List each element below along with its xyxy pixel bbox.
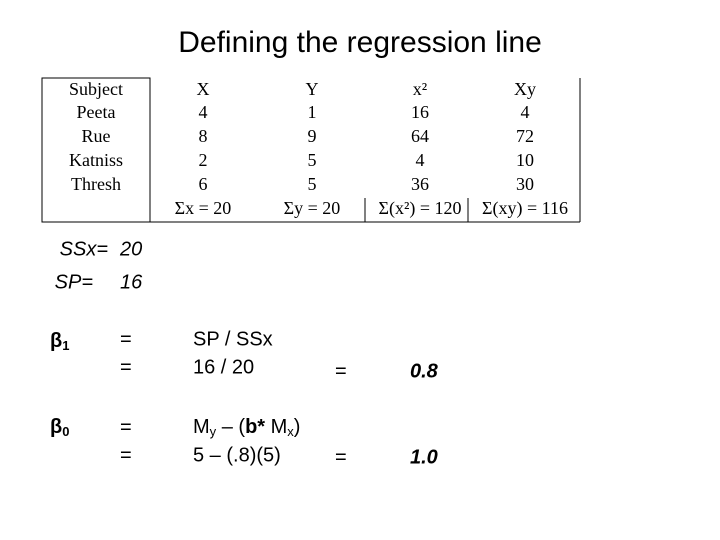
- equals: =: [335, 360, 347, 382]
- subject-column-box: [41, 77, 151, 223]
- cell: 1: [308, 102, 317, 122]
- sum-cell: Σ(xy) = 116: [482, 198, 568, 219]
- cell: 30: [516, 174, 534, 194]
- column-header: x²: [413, 79, 427, 99]
- cell: 8: [199, 126, 208, 146]
- substitution: 16 / 20: [193, 356, 254, 378]
- cell: 6: [199, 174, 208, 194]
- slide-title: Defining the regression line: [178, 26, 542, 59]
- cell: 5: [308, 150, 317, 170]
- formula-part: b*: [245, 416, 265, 438]
- column-header: X: [197, 79, 210, 99]
- subscript: 1: [62, 338, 69, 353]
- cell: 36: [411, 174, 429, 194]
- beta1-symbol: β1: [50, 330, 69, 353]
- cell: 2: [199, 150, 208, 170]
- sum-cell: Σx = 20: [175, 198, 232, 218]
- sp-value: 16: [120, 271, 143, 293]
- cell: 10: [516, 150, 534, 170]
- beta0-symbol: β0: [50, 416, 69, 439]
- row-label: Thresh: [71, 174, 121, 194]
- row-label: Katniss: [69, 150, 123, 170]
- column-header: Y: [306, 79, 319, 99]
- beta0: β0 = = My – (b* Mx) 5 – (.8)(5) = 1.0: [50, 416, 438, 468]
- equals: =: [120, 444, 132, 466]
- formula-part: ): [294, 416, 301, 438]
- column-header: Subject: [69, 79, 123, 99]
- formula-subscript: y: [210, 424, 217, 439]
- formula-part: – (: [216, 416, 245, 438]
- cell: 72: [516, 126, 534, 146]
- formula-part: M: [193, 416, 210, 438]
- cell: 4: [416, 150, 425, 170]
- beta1: β1 = = SP / SSx 16 / 20 = 0.8: [50, 328, 439, 382]
- symbol: β: [50, 416, 62, 438]
- formula: SP / SSx: [193, 328, 273, 350]
- equals: =: [120, 328, 132, 350]
- result: 0.8: [410, 360, 439, 382]
- cell: 16: [411, 102, 429, 122]
- cell: 4: [521, 102, 530, 122]
- column-header: Xy: [514, 79, 536, 99]
- table-borders: [41, 77, 581, 223]
- sum-cell: Σ(x²) = 120: [378, 198, 461, 219]
- substitution: 5 – (.8)(5): [193, 444, 281, 466]
- cell: 5: [308, 174, 317, 194]
- symbol: β: [50, 330, 62, 352]
- cell: 4: [199, 102, 208, 122]
- formula-part: M: [265, 416, 287, 438]
- equals: =: [120, 356, 132, 378]
- ssx-value: 20: [119, 238, 142, 260]
- cell: 64: [411, 126, 429, 146]
- summary: SSx= 20 SP= 16: [55, 238, 143, 293]
- cell: 9: [308, 126, 317, 146]
- row-label: Peeta: [77, 102, 116, 122]
- sum-cell: Σy = 20: [284, 198, 341, 218]
- result: 1.0: [410, 446, 438, 468]
- formula-subscript: x: [287, 424, 294, 439]
- formula: My – (b* Mx): [193, 416, 300, 439]
- row-label: Rue: [82, 126, 111, 146]
- equals: =: [120, 416, 132, 438]
- sp-label: SP=: [55, 271, 93, 293]
- ssx-label: SSx=: [60, 238, 108, 260]
- equals: =: [335, 446, 347, 468]
- subscript: 0: [62, 424, 69, 439]
